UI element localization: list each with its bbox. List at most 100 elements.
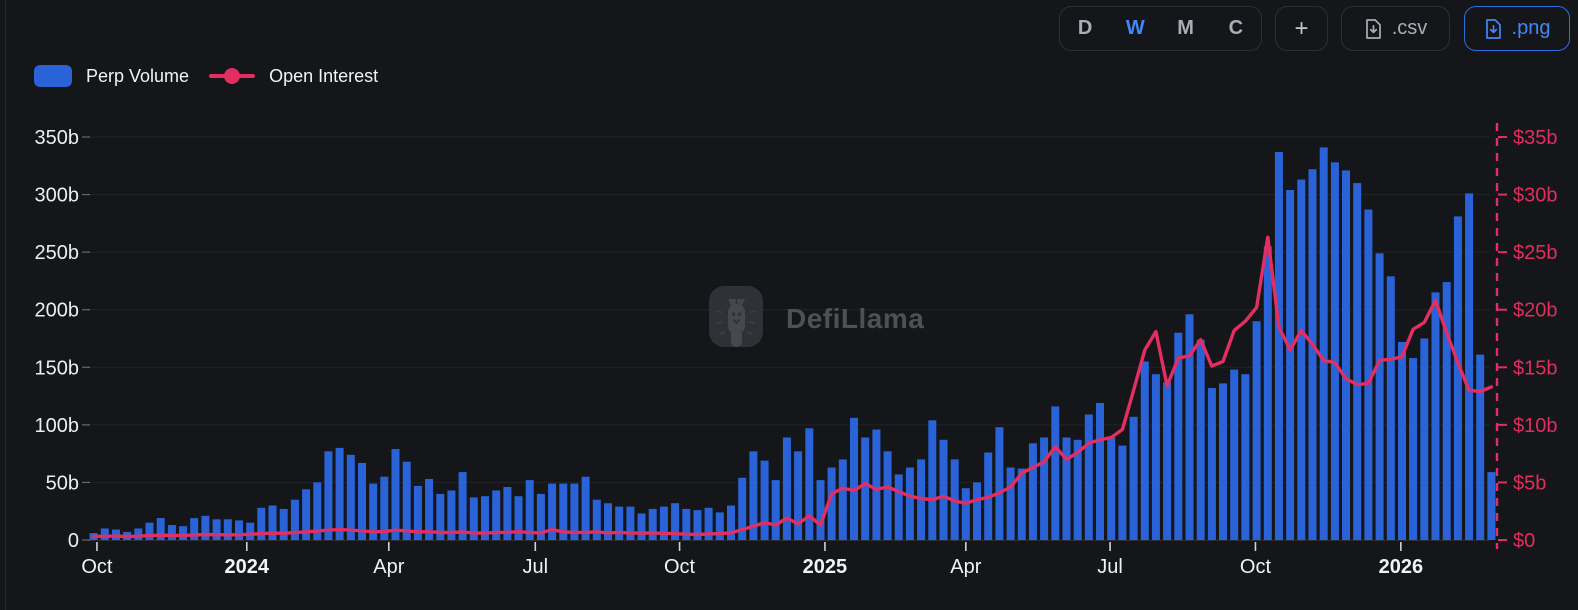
svg-text:$30b: $30b (1513, 185, 1558, 207)
svg-text:0: 0 (68, 530, 79, 552)
bar (559, 483, 568, 540)
bar (883, 451, 892, 540)
perp-volume-bars[interactable] (89, 147, 1496, 541)
bar (402, 461, 411, 540)
bar (257, 507, 266, 540)
bar (592, 499, 601, 540)
bar-series-swatch (34, 65, 72, 87)
bar (469, 497, 478, 540)
legend-label: Perp Volume (86, 65, 190, 86)
legend-item-open-interest[interactable]: Open Interest (209, 66, 378, 87)
bar (704, 507, 713, 540)
bar (1107, 437, 1116, 540)
range-button-c[interactable]: C (1211, 7, 1261, 50)
legend-item-perp-volume[interactable]: Perp Volume (34, 65, 189, 87)
download-png-button[interactable]: .png (1464, 6, 1570, 51)
bar (1207, 388, 1216, 540)
bar (961, 488, 970, 540)
bar (313, 482, 322, 540)
bar (671, 503, 680, 540)
bar (637, 513, 646, 540)
x-axis-labels: Oct 2024 Apr Jul Oct 2025 Apr Jul Oct 2026 (81, 542, 1423, 578)
bar (212, 519, 221, 540)
bar (458, 472, 467, 540)
bar (201, 515, 210, 540)
bar (156, 518, 165, 540)
bar (492, 490, 501, 540)
bar (279, 508, 288, 540)
bar (1219, 383, 1227, 540)
bar (738, 477, 747, 540)
bar (1163, 382, 1172, 540)
open-interest-line[interactable] (91, 235, 1494, 539)
add-chart-button[interactable]: + (1275, 6, 1328, 51)
bar (1364, 209, 1373, 540)
svg-text:Apr: Apr (950, 556, 981, 578)
bar (335, 447, 344, 540)
svg-text:$25b: $25b (1513, 242, 1558, 264)
svg-text:100b: 100b (35, 415, 80, 437)
bar (235, 520, 243, 540)
range-button-m[interactable]: M (1161, 7, 1211, 50)
bar (850, 417, 858, 540)
legend-label: Open Interest (269, 65, 379, 86)
bar (145, 522, 154, 540)
bar (425, 479, 434, 540)
bar (715, 512, 724, 540)
download-png-label: .png (1511, 17, 1551, 39)
bar (894, 474, 903, 540)
svg-text:$35b: $35b (1513, 127, 1558, 149)
bar (794, 451, 803, 540)
svg-text:50b: 50b (46, 472, 79, 494)
bar (1330, 162, 1339, 541)
bar (1084, 414, 1093, 540)
bar (1096, 403, 1104, 540)
bar (1051, 406, 1060, 540)
bar (100, 528, 109, 540)
svg-text:$0: $0 (1513, 530, 1535, 552)
bar (380, 476, 389, 540)
bar (872, 429, 881, 540)
bar (604, 503, 612, 540)
legend: Perp Volume Open Interest (34, 62, 378, 90)
bar (760, 460, 769, 540)
bar (1375, 253, 1384, 541)
bar (626, 506, 635, 540)
bar (570, 483, 579, 540)
bar (447, 490, 456, 540)
left-axis-labels: 0 50b 100b 150b 200b 250b 300b 350b (35, 127, 80, 552)
svg-text:Oct: Oct (81, 556, 113, 578)
range-button-d[interactable]: D (1060, 7, 1110, 50)
bar (1140, 361, 1149, 540)
bar (1398, 342, 1406, 540)
bar (1476, 354, 1485, 540)
bar (268, 505, 277, 540)
svg-text:$5b: $5b (1513, 472, 1546, 494)
bar (1308, 169, 1317, 540)
bar (525, 480, 534, 540)
bar (1006, 467, 1015, 540)
bar (179, 526, 188, 540)
bar (1118, 445, 1127, 540)
right-axis-labels: $0 $5b $10b $15b $20b $25b $30b $35b (1513, 127, 1558, 552)
bar (838, 459, 847, 540)
bar (995, 427, 1004, 540)
svg-text:Oct: Oct (664, 556, 696, 578)
svg-text:2024: 2024 (225, 556, 270, 578)
bar (1420, 338, 1429, 540)
bar (727, 505, 735, 540)
bar (1230, 369, 1239, 540)
bar (369, 483, 378, 540)
bar (1129, 416, 1138, 540)
bar (1342, 170, 1350, 540)
bar (1263, 246, 1272, 540)
bar (659, 506, 668, 540)
line-series-marker (209, 68, 256, 84)
svg-text:$20b: $20b (1513, 300, 1558, 322)
svg-text:250b: 250b (35, 242, 80, 264)
download-csv-button[interactable]: .csv (1341, 6, 1450, 51)
range-button-w[interactable]: W (1110, 7, 1160, 50)
bar (749, 451, 758, 540)
bar (1028, 443, 1037, 540)
